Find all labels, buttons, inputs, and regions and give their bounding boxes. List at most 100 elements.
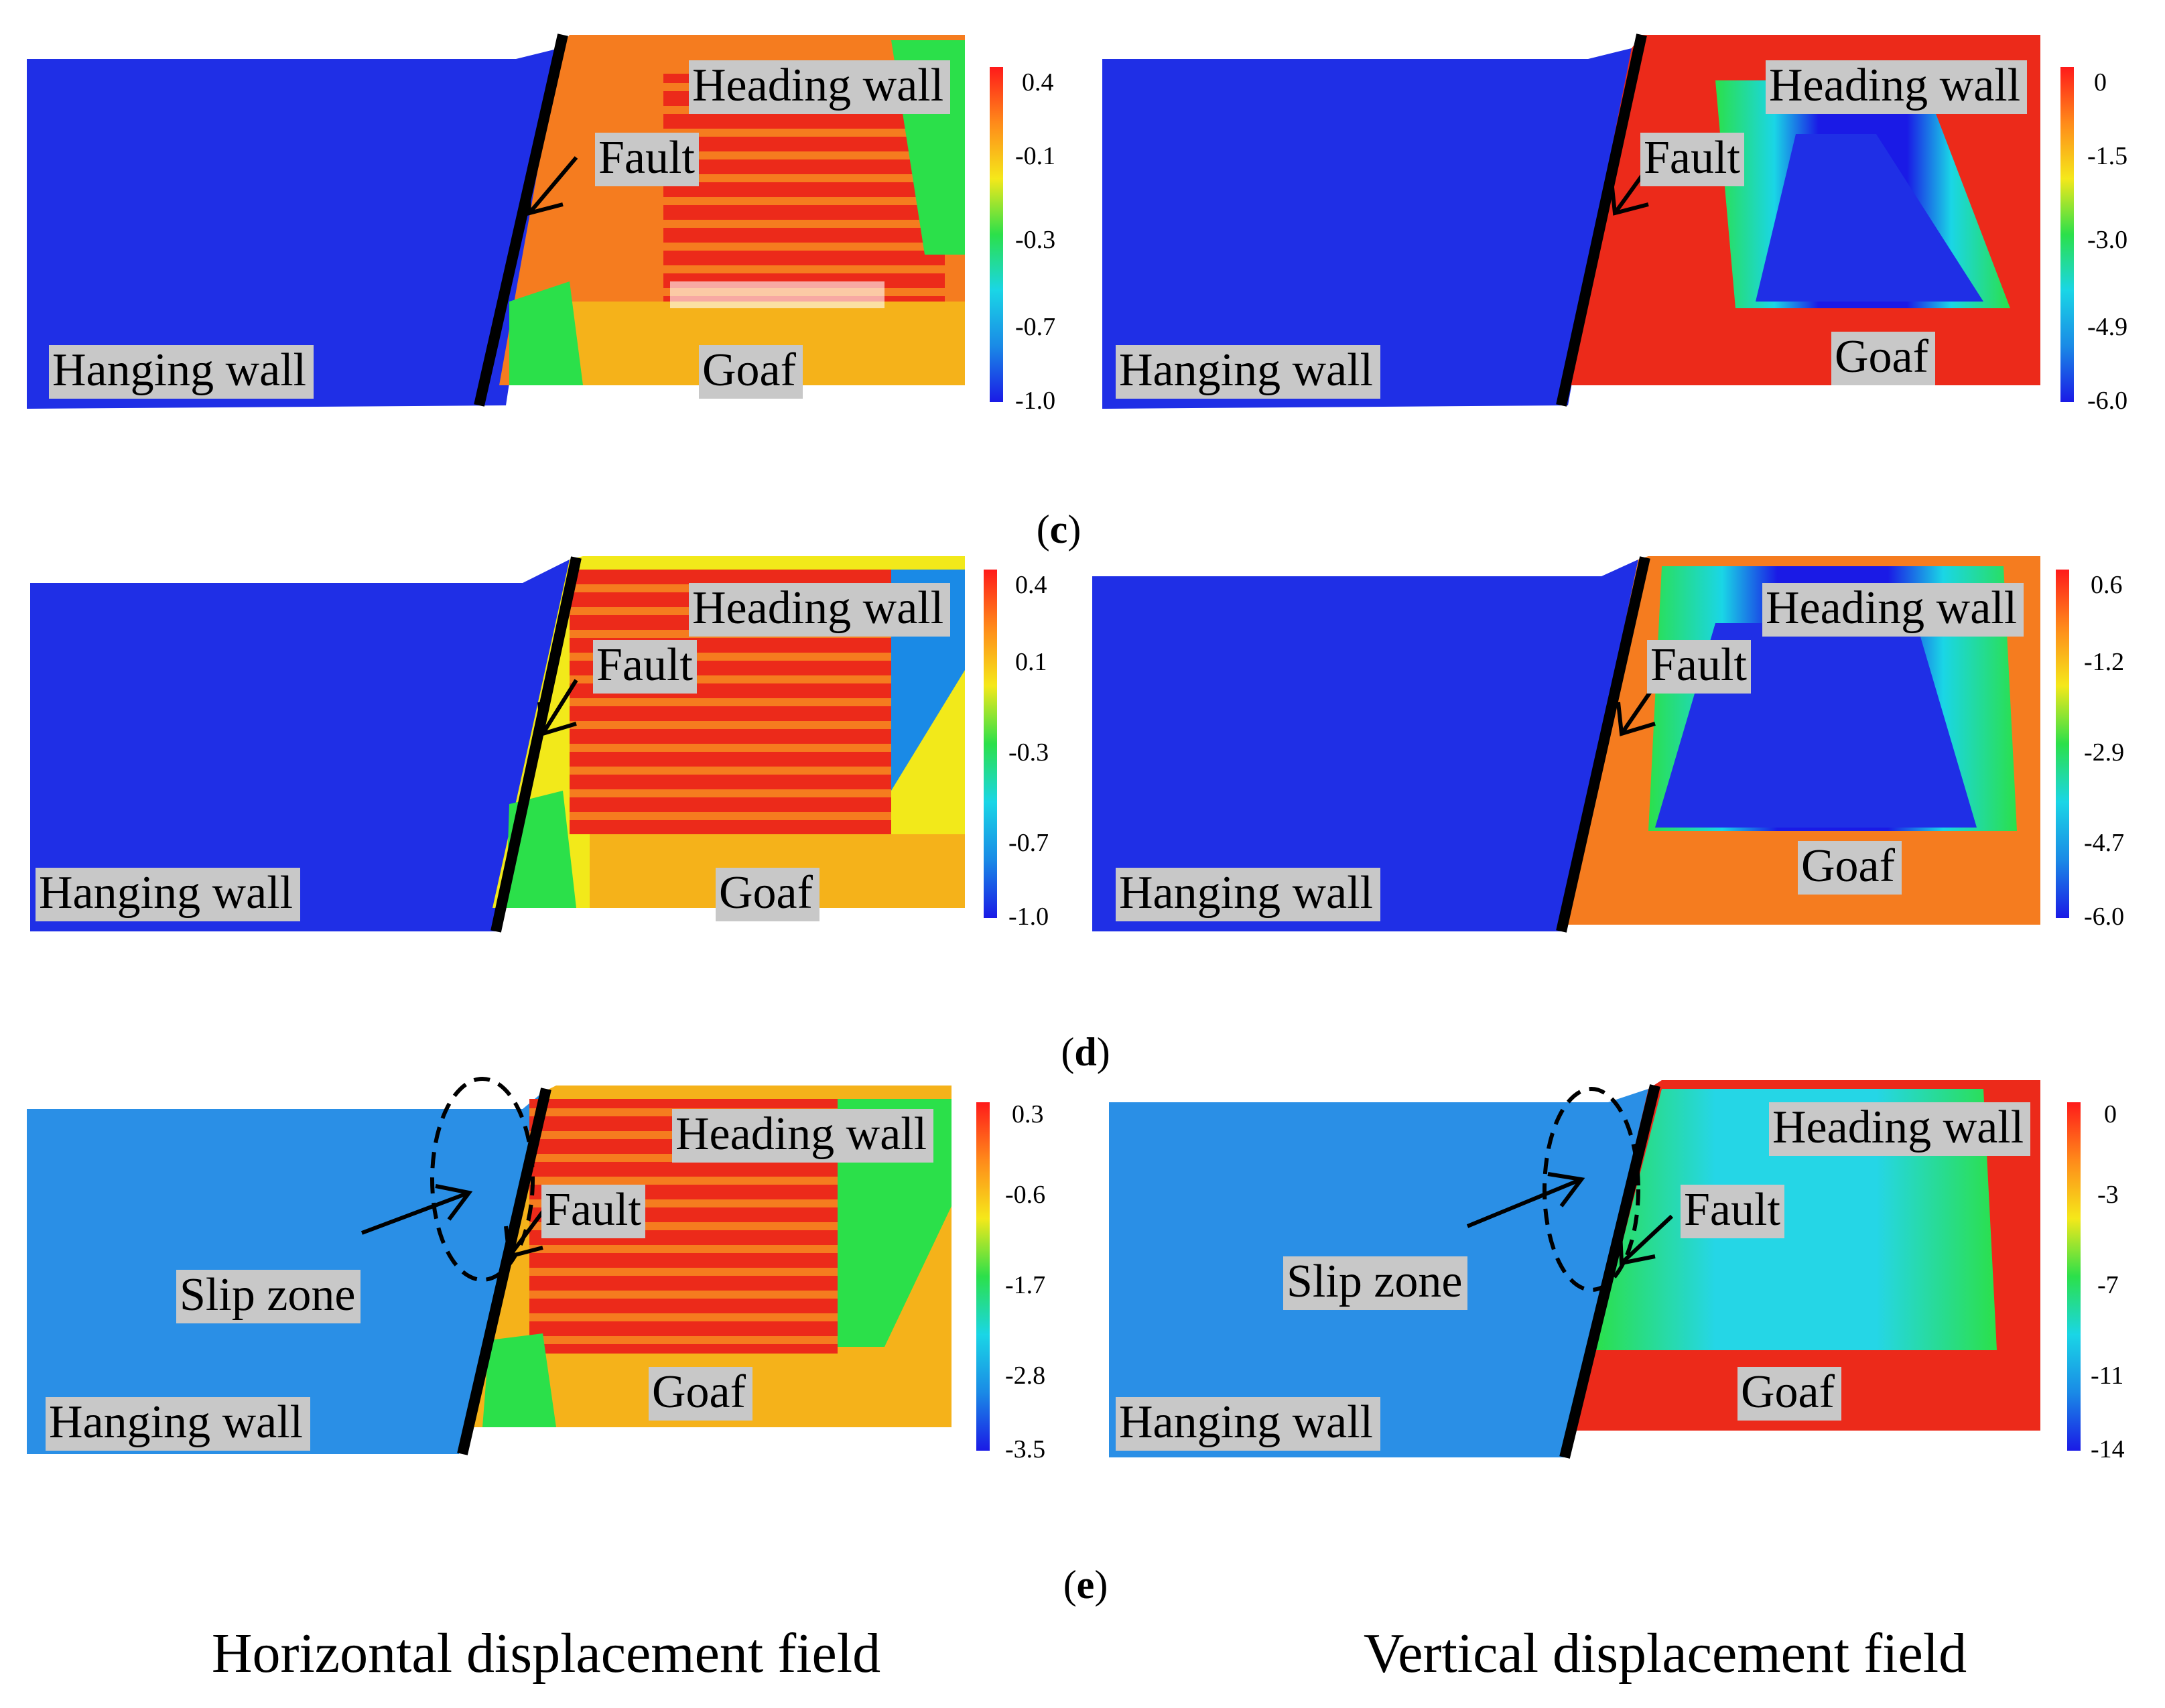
fault-arrow-head xyxy=(1610,180,1649,216)
slip-zone-arrow-head xyxy=(1547,1172,1585,1207)
colorbar xyxy=(984,570,997,918)
label-fault: Fault xyxy=(1644,132,1740,184)
label-goaf: Goaf xyxy=(702,344,797,396)
panel-c-horizontal: Heading wall Fault Goaf Hanging wall 0.4… xyxy=(27,34,1055,415)
label-goaf: Goaf xyxy=(719,867,813,919)
label-bg-goaf xyxy=(649,1367,752,1421)
colorbar-ticks: 0.3 -0.6 -1.7 -2.8 -3.5 xyxy=(1005,1100,1045,1463)
fault-arrow-head xyxy=(1618,1231,1656,1266)
fault-arrow-head xyxy=(1616,702,1656,736)
label-hanging-wall: Hanging wall xyxy=(52,344,306,396)
colorbar-tick: -3.5 xyxy=(1005,1435,1045,1463)
colorbar-tick: -0.7 xyxy=(1008,829,1049,857)
label-bg-fault xyxy=(1681,1185,1784,1238)
colorbar-tick: 0.6 xyxy=(2091,571,2123,599)
label-bg-hanging-wall xyxy=(1116,345,1380,399)
label-hanging-wall: Hanging wall xyxy=(1119,867,1373,919)
label-slip-zone: Slip zone xyxy=(1287,1256,1462,1307)
slip-zone-arrow xyxy=(1466,1177,1583,1228)
fault-green-zone xyxy=(509,281,583,385)
colorbar-tick: -1.2 xyxy=(2084,648,2124,676)
colorbar xyxy=(2060,67,2074,402)
colorbar-tick: -3 xyxy=(2097,1181,2119,1209)
colorbar-tick: 0.1 xyxy=(1015,648,1047,676)
colorbar-tick: -3.0 xyxy=(2087,226,2127,254)
label-bg-slip-zone xyxy=(176,1270,360,1323)
hanging-wall-region xyxy=(1102,48,1632,409)
panel-c-vertical: Heading wall Fault Goaf Hanging wall 0 -… xyxy=(1102,34,2127,415)
colorbar xyxy=(2067,1102,2081,1451)
goaf-void-cavity xyxy=(670,281,884,308)
colorbar-tick: 0 xyxy=(2094,68,2107,96)
label-bg-heading-wall xyxy=(689,60,950,114)
label-bg-hanging-wall xyxy=(36,868,300,921)
label-hanging-wall: Hanging wall xyxy=(1119,1396,1373,1448)
label-bg-goaf xyxy=(1831,332,1935,385)
colorbar xyxy=(976,1102,990,1451)
colorbar-tick: -0.6 xyxy=(1005,1181,1045,1209)
label-fault: Fault xyxy=(1650,639,1747,691)
label-bg-goaf xyxy=(716,868,819,921)
label-heading-wall: Heading wall xyxy=(1772,1102,2024,1153)
fault-arrow xyxy=(541,679,578,735)
colorbar-tick: -0.3 xyxy=(1015,226,1055,254)
label-bg-fault xyxy=(1640,133,1744,186)
hanging-wall-region xyxy=(30,560,570,931)
fault-arrow xyxy=(527,156,578,214)
label-bg-heading-wall xyxy=(1766,60,2027,114)
fault-line xyxy=(1556,34,1647,407)
label-heading-wall: Heading wall xyxy=(1769,60,2020,111)
fault-arrow-head xyxy=(504,1226,543,1259)
label-fault: Fault xyxy=(598,132,695,184)
colorbar-ticks: 0.6 -1.2 -2.9 -4.7 -6.0 xyxy=(2084,571,2124,931)
colorbar xyxy=(2056,570,2069,918)
colorbar-tick: -11 xyxy=(2091,1362,2123,1390)
label-bg-fault xyxy=(595,133,699,186)
label-hanging-wall: Hanging wall xyxy=(1119,344,1373,396)
label-bg-slip-zone xyxy=(1283,1256,1467,1310)
label-bg-goaf xyxy=(699,345,803,399)
goaf-inner-blue xyxy=(1756,134,1983,302)
colorbar-tick: -1.0 xyxy=(1008,903,1049,931)
panel-d-vertical: Heading wall Fault Goaf Hanging wall 0.6… xyxy=(1092,556,2124,933)
caption-c: (c) xyxy=(1037,507,1081,551)
label-bg-goaf xyxy=(1737,1367,1841,1421)
colorbar-tick: -1.7 xyxy=(1005,1271,1045,1299)
hanging-wall-region xyxy=(1092,560,1638,931)
colorbar-tick: -6.0 xyxy=(2087,387,2127,415)
label-bg-fault xyxy=(593,640,697,694)
slip-zone-arrow-head xyxy=(435,1184,473,1221)
slip-zone-ellipse xyxy=(1543,1087,1640,1292)
fault-line xyxy=(457,1088,551,1455)
panel-d-horizontal: Heading wall Fault Goaf Hanging wall 0.4… xyxy=(30,556,1049,933)
label-bg-goaf xyxy=(1798,841,1902,895)
fault-arrow xyxy=(1620,1214,1674,1265)
label-bg-hanging-wall xyxy=(49,345,314,399)
colorbar-tick: 0.3 xyxy=(1012,1100,1044,1128)
caption-e: (e) xyxy=(1063,1563,1108,1607)
colorbar-tick: 0.4 xyxy=(1015,571,1047,599)
label-goaf: Goaf xyxy=(1741,1366,1835,1418)
colorbar-tick: -0.1 xyxy=(1015,142,1055,170)
colorbar-ticks: 0 -1.5 -3.0 -4.9 -6.0 xyxy=(2087,68,2127,415)
fault-green-zone xyxy=(482,1333,556,1427)
label-bg-fault xyxy=(541,1185,645,1238)
colorbar-tick: -6.0 xyxy=(2084,903,2124,931)
label-fault: Fault xyxy=(1684,1184,1780,1236)
label-fault: Fault xyxy=(596,639,693,691)
footer-horizontal-label: Horizontal displacement field xyxy=(212,1622,880,1685)
colorbar-tick: -14 xyxy=(2091,1435,2125,1463)
label-bg-heading-wall xyxy=(1762,583,2024,637)
label-slip-zone: Slip zone xyxy=(180,1269,355,1321)
colorbar-tick: -1.0 xyxy=(1015,387,1055,415)
fault-arrow-head xyxy=(526,180,564,216)
label-heading-wall: Heading wall xyxy=(692,582,943,634)
caption-d: (d) xyxy=(1061,1030,1110,1074)
colorbar-tick: 0 xyxy=(2104,1100,2117,1128)
slip-zone-ellipse xyxy=(430,1077,535,1282)
colorbar-tick: -2.8 xyxy=(1005,1362,1045,1390)
label-heading-wall: Heading wall xyxy=(692,60,943,111)
colorbar-tick: -1.5 xyxy=(2087,142,2127,170)
fault-line xyxy=(474,34,568,407)
